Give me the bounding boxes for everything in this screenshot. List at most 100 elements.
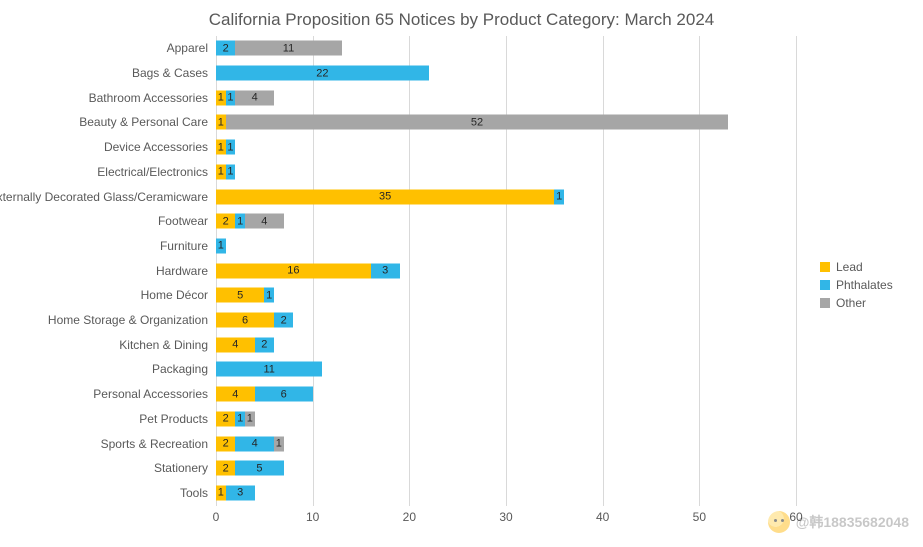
x-tick-label: 10 [306,510,319,524]
chart-title: California Proposition 65 Notices by Pro… [0,0,923,36]
watermark-text: @韩18835682048 [796,512,909,532]
legend-item: Phthalates [820,278,893,292]
category-row: Hardware163 [216,258,796,283]
bar-segment-phthalates: 1 [264,288,274,303]
x-axis: 0102030405060 [216,506,796,526]
bar: 214 [216,214,284,229]
bar-segment-phthalates: 1 [554,189,564,204]
category-row: Apparel211 [216,36,796,61]
category-row: Furniture1 [216,234,796,259]
legend-swatch [820,262,830,272]
bar-segment-lead: 16 [216,263,371,278]
legend-item: Other [820,296,893,310]
x-tick-label: 40 [596,510,609,524]
category-label: Packaging [152,362,216,376]
bar-segment-phthalates: 11 [216,362,322,377]
legend-label: Phthalates [836,278,893,292]
legend-label: Lead [836,260,863,274]
bar-segment-phthalates: 2 [255,337,274,352]
x-tick-label: 20 [403,510,416,524]
plot-area: Apparel211Bags & Cases22Bathroom Accesso… [216,36,796,506]
bar-segment-phthalates: 6 [255,387,313,402]
category-row: Sports & Recreation241 [216,431,796,456]
bar: 114 [216,90,274,105]
weibo-icon [768,511,790,533]
bar-segment-phthalates: 5 [235,461,283,476]
bar: 51 [216,288,274,303]
x-tick-label: 30 [499,510,512,524]
bar-segment-phthalates: 1 [226,140,236,155]
bar-segment-phthalates: 1 [226,90,236,105]
bar-segment-phthalates: 2 [216,41,235,56]
category-row: Home Storage & Organization62 [216,308,796,333]
category-label: Stationery [154,461,216,475]
category-label: Home Storage & Organization [48,313,216,327]
bar-segment-lead: 1 [216,140,226,155]
bar-segment-lead: 6 [216,313,274,328]
bar: 42 [216,337,274,352]
bar-segment-lead: 2 [216,461,235,476]
legend: Lead Phthalates Other [820,260,893,314]
bar-segment-phthalates: 1 [235,214,245,229]
category-row: Beauty & Personal Care152 [216,110,796,135]
category-row: Electrical/Electronics11 [216,160,796,185]
category-row: Pet Products211 [216,407,796,432]
category-row: Bags & Cases22 [216,61,796,86]
category-label: Home Décor [141,288,216,302]
legend-label: Other [836,296,866,310]
category-label: Apparel [167,41,216,55]
category-label: Kitchen & Dining [119,338,216,352]
bar: 11 [216,362,322,377]
bar: 211 [216,41,342,56]
category-row: Bathroom Accessories114 [216,85,796,110]
category-row: Home Décor51 [216,283,796,308]
category-row: Device Accessories11 [216,135,796,160]
bar: 152 [216,115,728,130]
category-label: Hardware [156,264,216,278]
category-label: Sports & Recreation [101,437,216,451]
category-label: Tools [180,486,216,500]
bar-segment-lead: 4 [216,387,255,402]
category-row: Packaging11 [216,357,796,382]
bar-segment-phthalates: 3 [371,263,400,278]
category-label: Personal Accessories [93,387,216,401]
bar: 11 [216,140,235,155]
bar: 241 [216,436,284,451]
bar-segment-lead: 35 [216,189,554,204]
category-label: Electrical/Electronics [97,165,216,179]
bar: 11 [216,164,235,179]
bar: 351 [216,189,564,204]
category-label: Device Accessories [104,140,216,154]
bar: 62 [216,313,293,328]
bar-segment-phthalates: 1 [216,238,226,253]
bar-segment-lead: 1 [216,90,226,105]
legend-item: Lead [820,260,893,274]
bar-segment-phthalates: 1 [226,164,236,179]
category-label: Pet Products [139,412,216,426]
bar-segment-phthalates: 1 [235,411,245,426]
bar: 13 [216,485,255,500]
bar-segment-other: 11 [235,41,341,56]
bar-segment-lead: 1 [216,115,226,130]
bar: 25 [216,461,284,476]
grid-line [796,36,797,506]
legend-swatch [820,298,830,308]
category-label: Furniture [160,239,216,253]
category-row: Externally Decorated Glass/Ceramicware35… [216,184,796,209]
category-row: Tools13 [216,481,796,506]
category-label: Bags & Cases [132,66,216,80]
bar-segment-phthalates: 2 [274,313,293,328]
category-row: Footwear214 [216,209,796,234]
category-row: Personal Accessories46 [216,382,796,407]
bar-segment-lead: 5 [216,288,264,303]
category-label: Externally Decorated Glass/Ceramicware [0,190,216,204]
category-row: Stationery25 [216,456,796,481]
bar-segment-other: 1 [274,436,284,451]
bar-segment-other: 52 [226,115,729,130]
category-row: Kitchen & Dining42 [216,332,796,357]
bar-segment-other: 4 [235,90,274,105]
category-label: Beauty & Personal Care [79,115,216,129]
bar-segment-lead: 2 [216,436,235,451]
bar-segment-lead: 2 [216,214,235,229]
bar-segment-phthalates: 3 [226,485,255,500]
